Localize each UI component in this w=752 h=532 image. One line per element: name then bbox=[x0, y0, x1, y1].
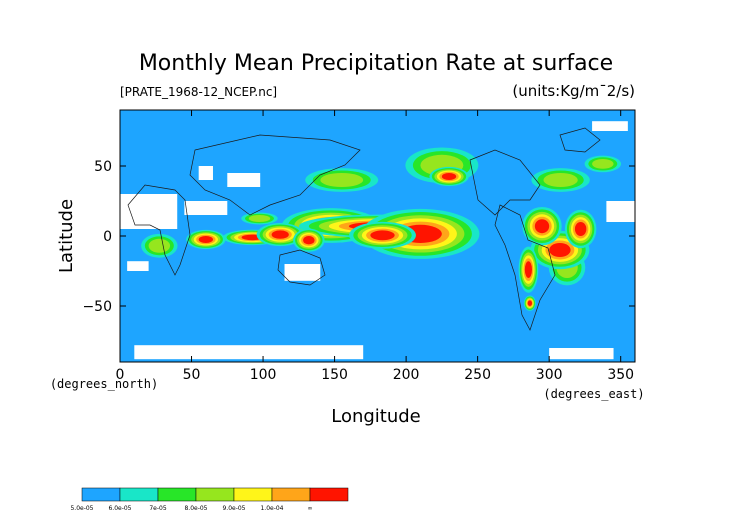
y-tick-label: −50 bbox=[82, 299, 112, 315]
precip-region bbox=[198, 236, 213, 243]
x-tick-label: 200 bbox=[393, 367, 420, 383]
coastline bbox=[559, 127, 601, 153]
x-tick-label: 50 bbox=[183, 367, 201, 383]
chart-subtitle-units: (units:Kg/m¯2/s) bbox=[512, 82, 635, 100]
x-tick-label: 300 bbox=[536, 367, 563, 383]
precip-region bbox=[549, 243, 571, 257]
x-axis-label: Longitude bbox=[331, 406, 421, 427]
nodata-region bbox=[120, 194, 178, 229]
colorbar-label: ∞ bbox=[308, 505, 313, 512]
precip-region bbox=[320, 173, 364, 187]
colorbar-label: 8.0e-05 bbox=[184, 505, 207, 512]
precip-region bbox=[592, 159, 614, 169]
y-axis-unit: (degrees_north) bbox=[50, 377, 158, 391]
colorbar-label: 5.0e-05 bbox=[70, 505, 93, 512]
colorbar-swatch bbox=[81, 487, 121, 502]
colorbar-swatch bbox=[233, 487, 273, 502]
coastline bbox=[127, 184, 191, 276]
x-tick-label: 350 bbox=[607, 367, 634, 383]
nodata-region bbox=[549, 348, 614, 360]
nodata-region bbox=[592, 121, 628, 131]
nodata-region bbox=[284, 264, 321, 281]
precip-region bbox=[534, 219, 550, 234]
y-axis-label: Latitude bbox=[56, 199, 77, 273]
coastline bbox=[189, 134, 361, 216]
precip-region bbox=[148, 238, 171, 253]
precip-region bbox=[527, 300, 533, 307]
chart-subtitle-file: [PRATE_1968-12_NCEP.nc] bbox=[120, 85, 277, 99]
colorbar-swatch bbox=[119, 487, 159, 502]
precip-region bbox=[441, 173, 457, 180]
precip-region bbox=[524, 261, 532, 278]
chart-title: Monthly Mean Precipitation Rate at surfa… bbox=[139, 51, 613, 76]
nodata-region bbox=[184, 201, 228, 215]
nodata-region bbox=[134, 345, 364, 360]
precip-region bbox=[543, 173, 578, 187]
precip-region bbox=[248, 215, 271, 222]
x-tick-label: 250 bbox=[464, 367, 491, 383]
y-tick-label: 50 bbox=[94, 159, 112, 175]
colorbar-swatch bbox=[309, 487, 349, 502]
x-tick-label: 100 bbox=[250, 367, 277, 383]
nodata-region bbox=[127, 261, 149, 271]
colorbar-label: 9.0e-05 bbox=[222, 505, 245, 512]
x-tick-label: 0 bbox=[116, 367, 125, 383]
x-axis-unit: (degrees_east) bbox=[543, 387, 644, 401]
colorbar-label: 6.0e-05 bbox=[108, 505, 131, 512]
colorbar-swatch bbox=[195, 487, 235, 502]
y-tick-label: 0 bbox=[103, 229, 112, 245]
precip-region bbox=[303, 236, 315, 245]
precip-region bbox=[370, 230, 395, 241]
nodata-region bbox=[227, 173, 261, 187]
colorbar-label: 1.0e-04 bbox=[260, 505, 283, 512]
x-tick-label: 150 bbox=[321, 367, 348, 383]
precip-region bbox=[271, 230, 289, 239]
coastline bbox=[494, 204, 556, 331]
colorbar-label: 7e-05 bbox=[149, 505, 166, 512]
colorbar-swatch bbox=[271, 487, 311, 502]
precip-region bbox=[574, 222, 587, 236]
coastline bbox=[277, 249, 326, 286]
nodata-region bbox=[606, 201, 635, 222]
nodata-region bbox=[198, 166, 213, 180]
coastline bbox=[469, 149, 541, 216]
colorbar-swatch bbox=[157, 487, 197, 502]
